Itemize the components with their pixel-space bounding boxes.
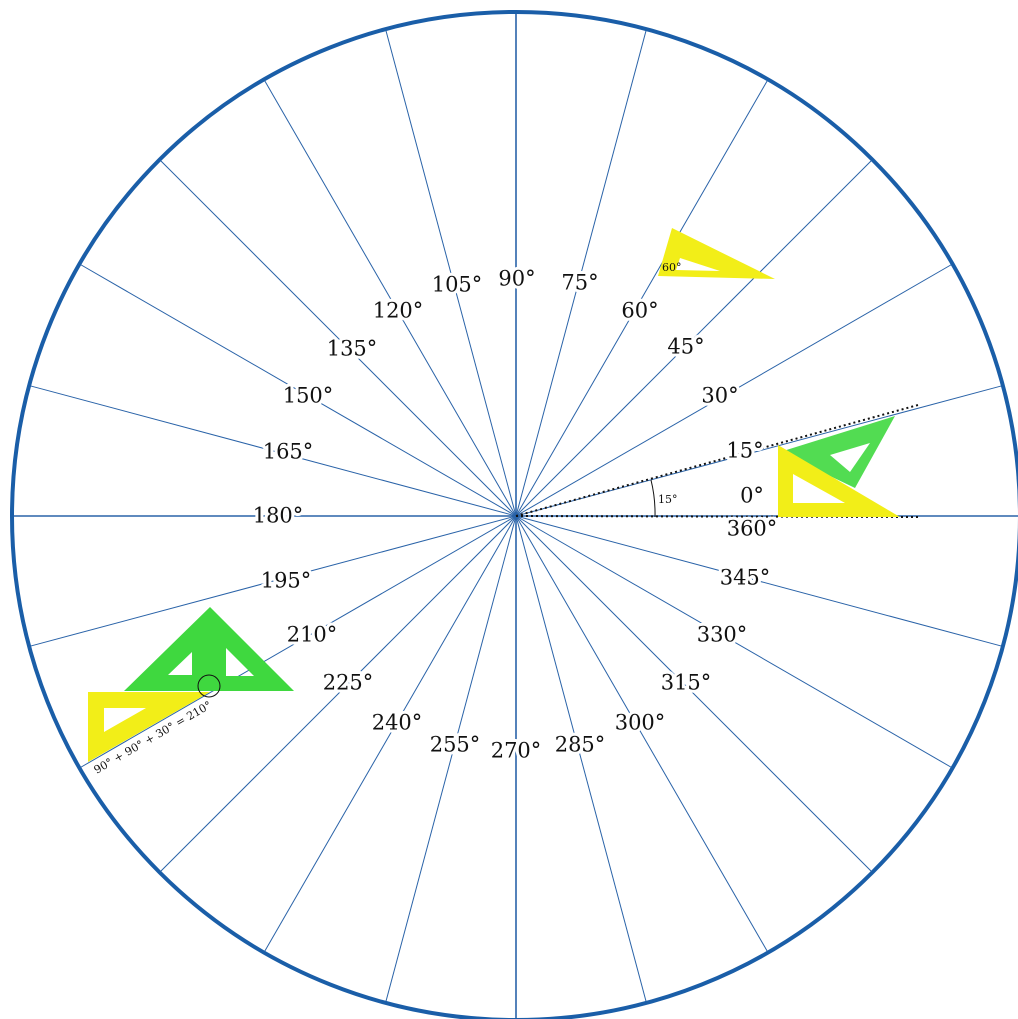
arc-label: 15° — [658, 493, 678, 506]
angle-label: 225° — [323, 671, 374, 695]
angle-label: 195° — [261, 569, 312, 593]
angle-label: 360° — [727, 517, 778, 541]
angle-label: 210° — [287, 623, 338, 647]
angle-label: 240° — [372, 711, 423, 735]
angle-label: 90° — [498, 267, 535, 291]
angle-label: 315° — [661, 671, 712, 695]
protractor-diagram: 0° 15° 30° 45° 60° 75° 90° 105° 120° 135° 150° 165°… — [0, 0, 1018, 1019]
angle-label: 300° — [615, 711, 666, 735]
angle-label: 180° — [253, 504, 304, 528]
angle-label: 60° — [621, 299, 658, 323]
angle-label: 345° — [720, 566, 771, 590]
angle-label: 30° — [701, 384, 738, 408]
angle-arc — [651, 480, 655, 517]
angle-label: 135° — [327, 337, 378, 361]
set-square-15 — [780, 416, 895, 488]
angle-label: 255° — [430, 733, 481, 757]
angle-label: 270° — [491, 739, 542, 763]
angle-label: 120° — [373, 299, 424, 323]
angle-label: 45° — [667, 335, 704, 359]
angle-label: 105° — [432, 273, 483, 297]
angle-label: 75° — [561, 271, 598, 295]
angle-label: 0° — [740, 484, 764, 508]
angle-label: 165° — [263, 440, 314, 464]
set-squares-210 — [88, 607, 294, 762]
angle-label: 285° — [555, 733, 606, 757]
set-square-angle: 60° — [662, 261, 682, 274]
angle-label: 150° — [283, 384, 334, 408]
angle-label: 15° — [726, 439, 763, 463]
angle-label: 330° — [697, 623, 748, 647]
